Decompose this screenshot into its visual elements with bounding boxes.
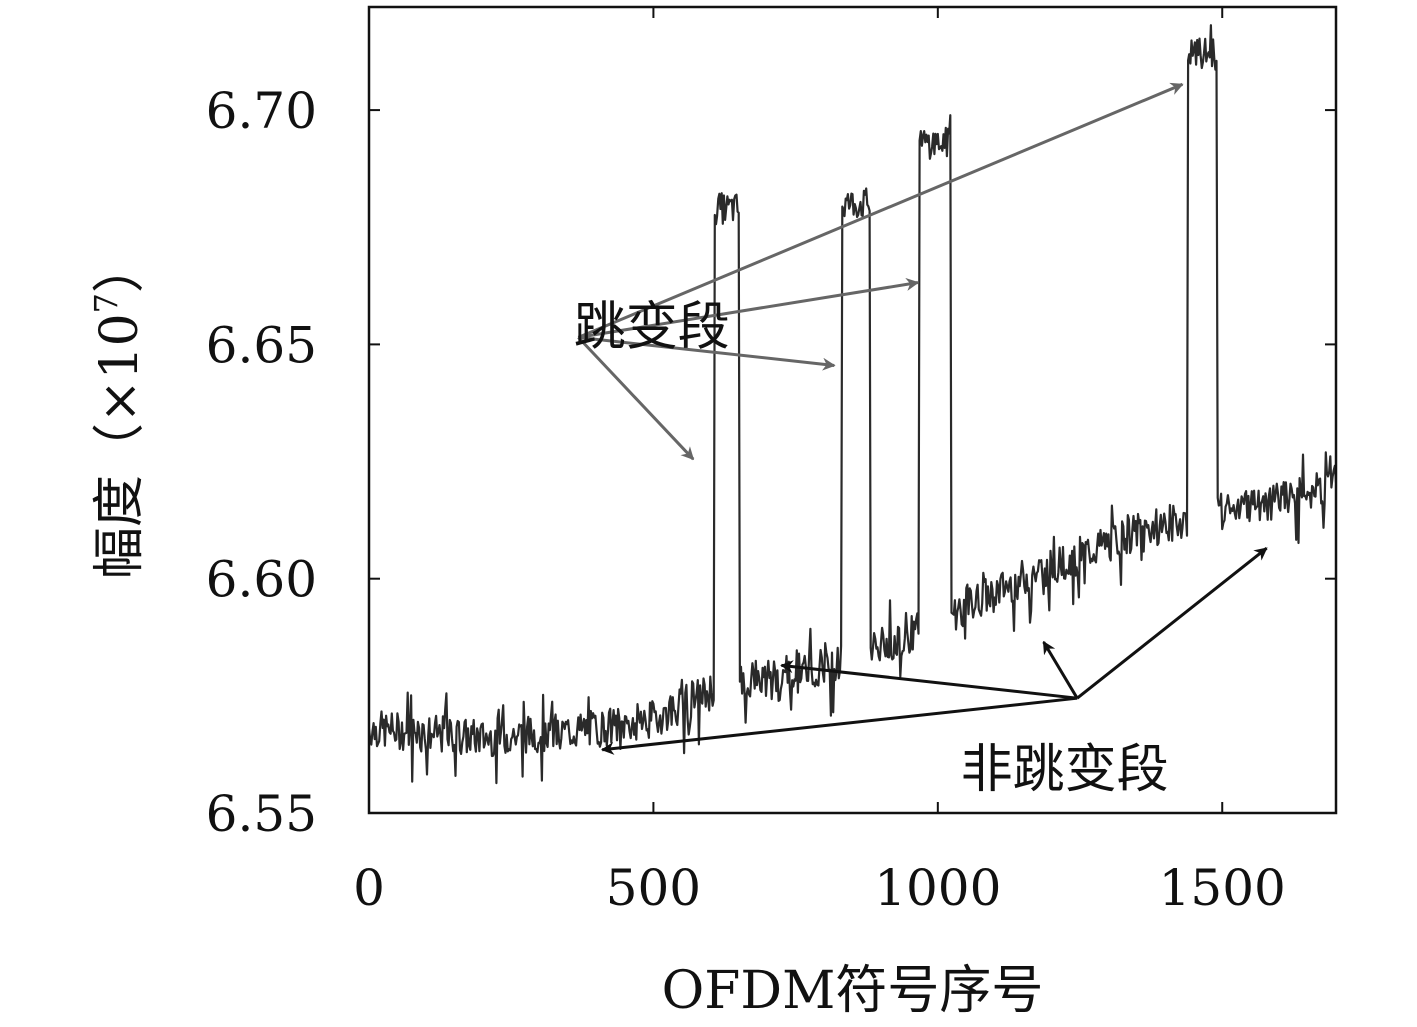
y-axis-title-close: ） <box>90 241 150 293</box>
x-tick-label: 0 <box>353 859 385 917</box>
annotation-arrow <box>578 277 920 339</box>
y-axis-title-exponent: 7 <box>87 293 125 313</box>
x-tick-label: 1500 <box>1159 859 1286 917</box>
x-axis-title: OFDM符号序号 <box>662 961 1044 1021</box>
y-tick-label: 6.65 <box>206 316 317 374</box>
y-tick-label: 6.55 <box>206 785 317 843</box>
y-axis-title: 幅度（×107） <box>87 241 150 579</box>
annotation-arrow <box>1042 640 1079 699</box>
annotation-arrow <box>577 336 695 461</box>
x-tick-label: 500 <box>606 859 701 917</box>
axes-layer: 0 500 1000 1500 6.55 6.60 6.65 6.70 OFDM符号序号 幅度（×… <box>87 5 1338 1021</box>
axes-frame <box>367 5 1338 815</box>
x-tick-label: 1000 <box>874 859 1001 917</box>
y-tick-label: 6.60 <box>206 551 317 609</box>
plot-layer <box>369 24 1336 785</box>
series-line <box>369 24 1336 785</box>
y-axis-title-main: 幅度（×10 <box>90 313 150 579</box>
annotation-arrow <box>578 335 836 371</box>
y-tick-label: 6.70 <box>206 82 317 140</box>
annotation-arrow <box>1076 547 1268 700</box>
annotation-arrow <box>577 82 1184 339</box>
annotation-nonhop-label: 非跳变段 <box>961 740 1169 800</box>
annotation-hop-label: 跳变段 <box>574 297 730 357</box>
annotation-arrow <box>780 660 1078 700</box>
annotation-arrow <box>600 696 1078 755</box>
